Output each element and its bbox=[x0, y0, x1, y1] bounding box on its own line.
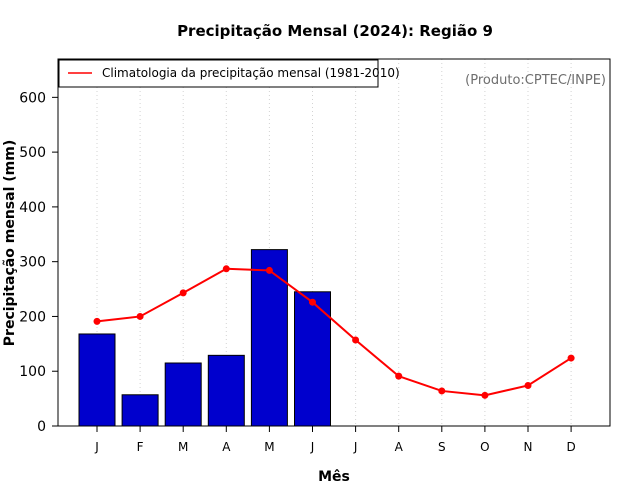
climatology-series bbox=[93, 265, 575, 399]
y-tick-label: 400 bbox=[19, 200, 46, 216]
climatology-point-9 bbox=[438, 387, 446, 395]
x-tick-label: M bbox=[264, 440, 274, 454]
y-tick-label: 300 bbox=[19, 255, 46, 271]
y-tick-label: 100 bbox=[19, 364, 46, 380]
legend-label: Climatologia da precipitação mensal (198… bbox=[102, 66, 400, 80]
y-tick-label: 0 bbox=[37, 419, 46, 435]
climatology-point-10 bbox=[481, 391, 489, 399]
chart-title: Precipitação Mensal (2024): Região 9 bbox=[177, 22, 493, 40]
climatology-line bbox=[96, 267, 572, 397]
climatology-point-8 bbox=[395, 372, 403, 380]
x-axis-label: Mês bbox=[318, 469, 350, 485]
x-tick-label: J bbox=[353, 440, 358, 454]
climatology-point-12 bbox=[567, 354, 575, 362]
plot-frame bbox=[57, 58, 611, 427]
x-tick-label: F bbox=[137, 440, 144, 454]
bar-1 bbox=[78, 333, 116, 427]
x-tick-label: O bbox=[480, 440, 489, 454]
x-tick-label: J bbox=[94, 440, 99, 454]
x-tick-label: A bbox=[222, 440, 231, 454]
y-tick-label: 600 bbox=[19, 90, 46, 106]
bar-6 bbox=[294, 291, 331, 427]
y-tick-label: 500 bbox=[19, 145, 46, 161]
climatology-point-6 bbox=[309, 298, 316, 306]
climatology-point-5 bbox=[265, 266, 273, 274]
climatology-point-3 bbox=[179, 289, 187, 297]
legend: Climatologia da precipitação mensal (198… bbox=[58, 59, 400, 88]
y-axis: 0 100 200 300 400 500 600 bbox=[19, 90, 58, 435]
climatology-point-1 bbox=[93, 317, 101, 325]
climatology-point-2 bbox=[136, 312, 144, 320]
bar-4 bbox=[207, 354, 245, 427]
bar-5 bbox=[250, 249, 288, 427]
bar-2 bbox=[121, 394, 159, 427]
x-tick-label: N bbox=[524, 440, 533, 454]
x-tick-label: A bbox=[395, 440, 404, 454]
bar-3 bbox=[164, 362, 202, 427]
x-tick-label: M bbox=[178, 440, 188, 454]
climatology-point-7 bbox=[352, 336, 360, 344]
x-tick-label: D bbox=[566, 440, 575, 454]
y-tick-label: 200 bbox=[19, 309, 46, 325]
climatology-point-4 bbox=[222, 265, 230, 273]
credit-text: (Produto:CPTEC/INPE) bbox=[465, 73, 606, 88]
x-tick-label: S bbox=[438, 440, 446, 454]
legend-box bbox=[58, 59, 379, 88]
observed-bars bbox=[78, 249, 331, 427]
climatology-point-11 bbox=[524, 381, 532, 389]
x-tick-label: J bbox=[310, 440, 315, 454]
y-axis-label: Precipitação mensal (mm) bbox=[2, 140, 18, 346]
